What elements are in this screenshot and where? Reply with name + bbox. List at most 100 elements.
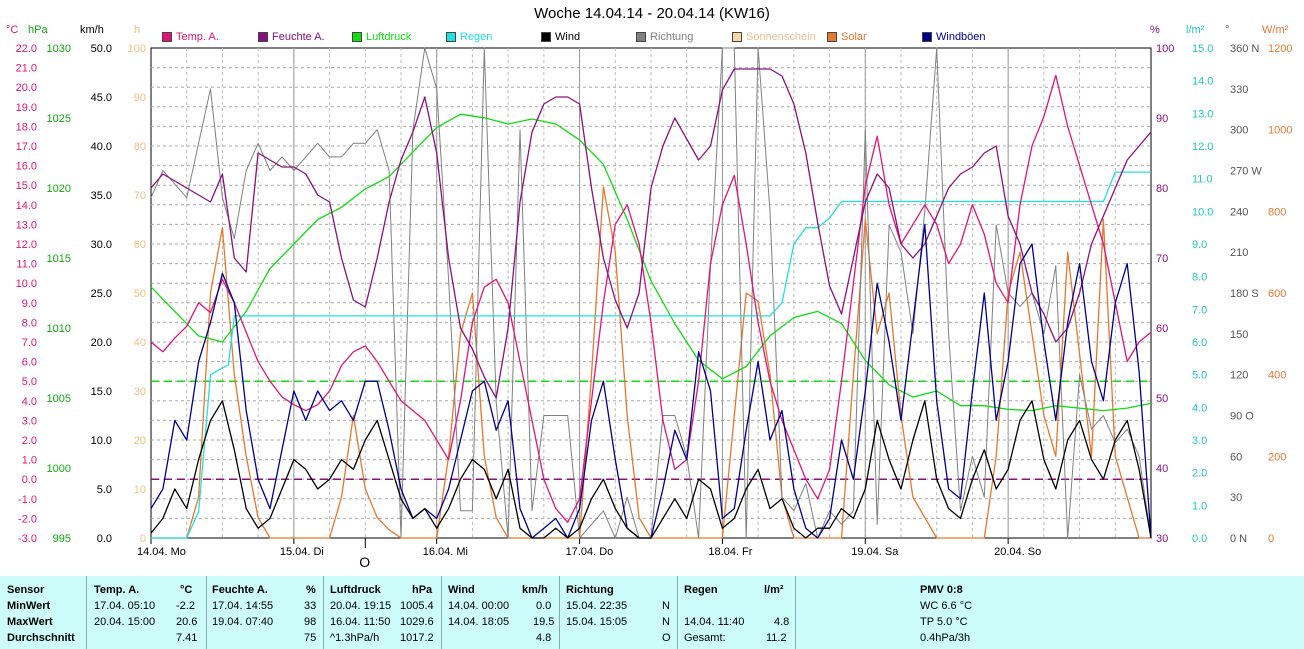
rain-tick-label: 4.0: [1192, 402, 1207, 414]
sunshine-tick-label: 80: [134, 141, 146, 153]
footer-press-trend: ^1.3hPa/h: [330, 632, 380, 644]
legend-label: Temp. A.: [176, 31, 219, 43]
statistics-footer: Sensor MinWert MaxWert Durchschnitt Temp…: [0, 576, 1304, 649]
temp-tick-label: -1.0: [18, 494, 37, 506]
legend-swatch: [827, 32, 837, 42]
footer-hum-avg-value: 75: [304, 632, 317, 644]
wind-tick-label: 0.0: [97, 533, 112, 545]
legend-item: Temp. A.: [162, 31, 219, 43]
legend-item: Windböen: [922, 31, 986, 43]
footer-wind-min-time: 14.04. 00:00: [448, 600, 510, 612]
rain-tick-label: 0.0: [1192, 533, 1207, 545]
footer-rain-total-label: Gesamt:: [684, 632, 726, 644]
solar-tick-label: 1200: [1268, 43, 1292, 55]
rain-tick-label: 1.0: [1192, 500, 1207, 512]
temp-tick-label: 5.0: [22, 376, 37, 388]
direction-tick-label: 90 O: [1230, 411, 1254, 423]
wind-tick-label: 15.0: [91, 386, 112, 398]
footer-press-min-time: 20.04. 19:15: [330, 600, 392, 612]
solar-axis-unit: W/m²: [1262, 24, 1289, 36]
legend-item: Regen: [446, 31, 492, 43]
rain-tick-label: 2.0: [1192, 468, 1207, 480]
sunshine-axis-unit: h: [134, 24, 141, 36]
humidity-tick-label: 70: [1156, 253, 1168, 265]
sunshine-tick-label: 20: [134, 435, 146, 447]
rain-tick-label: 11.0: [1192, 174, 1213, 186]
direction-tick-label: 360 N: [1230, 43, 1259, 55]
temp-tick-label: 15.0: [16, 180, 37, 192]
solar-tick-label: 600: [1268, 288, 1286, 300]
wind-tick-label: 30.0: [91, 239, 112, 251]
sunshine-tick-label: 30: [134, 386, 146, 398]
temp-tick-label: 9.0: [22, 298, 37, 310]
sunshine-tick-label: 50: [134, 288, 146, 300]
footer-wind-min-value: 0.0: [536, 600, 552, 612]
legend-swatch: [446, 32, 456, 42]
pressure-tick-label: 1025: [47, 113, 71, 125]
legend-item: Solar: [827, 31, 867, 43]
temp-tick-label: 22.0: [16, 43, 37, 55]
wind-tick-label: 40.0: [91, 141, 112, 153]
series-temp-a: [150, 74, 1152, 523]
pressure-tick-label: 995: [53, 533, 71, 545]
footer-dir-min-value: N: [662, 600, 670, 612]
footer-wind-max-value: 19.5: [533, 616, 555, 628]
direction-axis-unit: °: [1225, 24, 1230, 36]
direction-tick-label: 300: [1230, 125, 1248, 137]
x-tick-label: 17.04. Do: [566, 546, 614, 558]
x-tick-label: 14.04. Mo: [137, 546, 186, 558]
pressure-tick-label: 1030: [47, 43, 71, 55]
wind-axis-unit: km/h: [80, 24, 104, 36]
wind-tick-label: 5.0: [97, 484, 112, 496]
solar-tick-label: 200: [1268, 451, 1286, 463]
sunshine-tick-label: 90: [134, 92, 146, 104]
footer-temp-min-time: 17.04. 05:10: [94, 600, 156, 612]
legend-item: Wind: [541, 31, 580, 43]
footer-sensor-header: Sensor: [7, 584, 45, 596]
humidity-tick-label: 30: [1156, 533, 1168, 545]
footer-temp-max-time: 20.04. 15:00: [94, 616, 156, 628]
legend-swatch: [732, 32, 742, 42]
temp-tick-label: 20.0: [16, 82, 37, 94]
footer-dir-max-time: 15.04. 15:05: [566, 616, 628, 628]
solar-tick-label: 400: [1268, 370, 1286, 382]
x-tick-label: 16.04. Mi: [423, 546, 468, 558]
legend-label: Solar: [841, 31, 867, 43]
footer-hum-header: Feuchte A.: [212, 584, 268, 596]
legend-swatch: [162, 32, 172, 42]
footer-temp-header: Temp. A.: [94, 584, 140, 596]
footer-pmv-header: PMV 0:8: [920, 584, 963, 596]
series-wind: [150, 400, 1152, 539]
wind-tick-label: 25.0: [91, 288, 112, 300]
rain-tick-label: 5.0: [1192, 370, 1207, 382]
rain-tick-label: 7.0: [1192, 304, 1207, 316]
direction-tick-label: 120: [1230, 370, 1248, 382]
temp-tick-label: 11.0: [16, 259, 37, 271]
pressure-tick-label: 1000: [47, 463, 71, 475]
direction-tick-label: 30: [1230, 492, 1242, 504]
temp-tick-label: -3.0: [18, 533, 37, 545]
legend-swatch: [258, 32, 268, 42]
rain-axis-unit: l/m²: [1186, 24, 1205, 36]
temp-tick-label: 4.0: [22, 396, 37, 408]
temp-tick-label: 19.0: [16, 102, 37, 114]
temp-tick-label: 7.0: [22, 337, 37, 349]
footer-avg-label: Durchschnitt: [7, 632, 75, 644]
weather-chart: 22.0 21.0 20.0 19.0 18.0 17.0 16.0 15.0 14.0 13.0…: [16, 43, 1293, 570]
direction-tick-label: 210: [1230, 247, 1248, 259]
x-tick-label: 15.04. Di: [280, 546, 324, 558]
rain-tick-label: 14.0: [1192, 76, 1213, 88]
footer-press-header: Luftdruck: [330, 584, 381, 596]
legend-item: Richtung: [636, 31, 693, 43]
footer-press-max-time: 16.04. 11:50: [330, 616, 391, 628]
temp-tick-label: 18.0: [16, 121, 37, 133]
footer-dir-min-time: 15.04. 22:35: [566, 600, 628, 612]
rain-tick-label: 12.0: [1192, 141, 1213, 153]
footer-rain-unit: l/m²: [764, 584, 784, 596]
pressure-tick-label: 1020: [47, 183, 71, 195]
humidity-tick-label: 40: [1156, 463, 1168, 475]
footer-press-min-value: 1005.4: [400, 600, 434, 612]
footer-dir-avg-value: O: [662, 632, 671, 644]
footer-rain-max-value: 4.8: [774, 616, 790, 628]
sunshine-tick-label: 40: [134, 337, 146, 349]
